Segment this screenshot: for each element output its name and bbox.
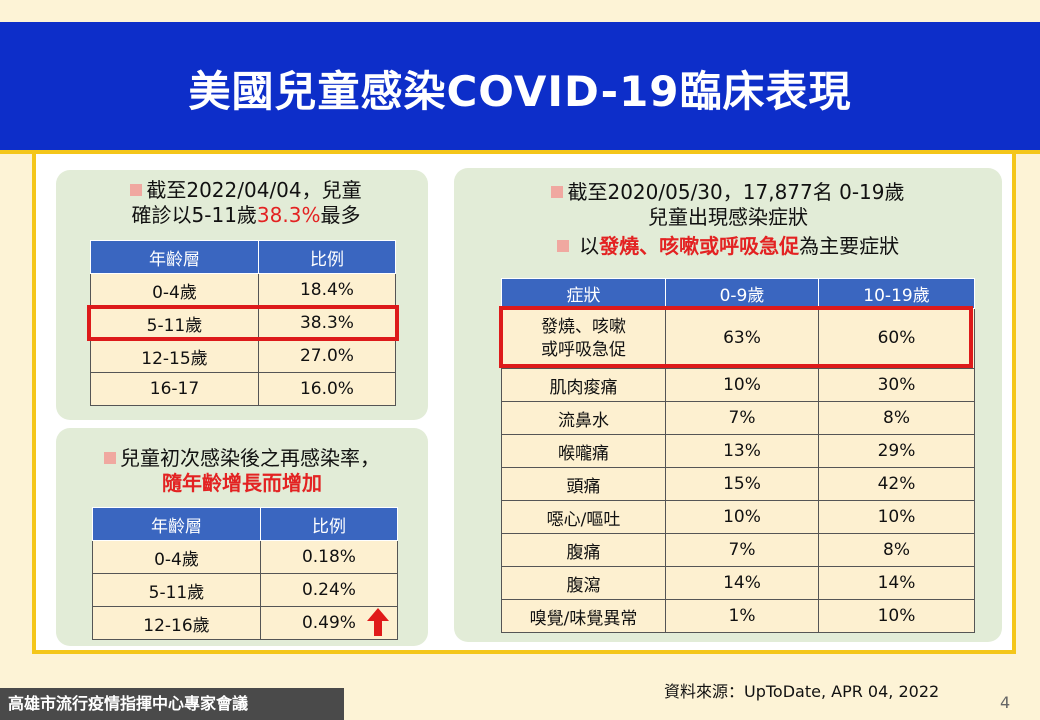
table-cell: 14% <box>665 566 819 600</box>
source-citation: 資料來源：UpToDate, APR 04, 2022 <box>664 682 940 701</box>
table-cell: 30% <box>818 368 975 402</box>
column-header: 0-9歲 <box>665 278 819 309</box>
cell-line: 或呼吸急促 <box>541 339 626 360</box>
column-header: 症狀 <box>501 278 666 309</box>
table-row: 0-4歲 0.18% <box>92 540 399 574</box>
column-header: 比例 <box>257 240 397 274</box>
bullet-icon <box>130 184 143 196</box>
column-header: 比例 <box>259 507 399 541</box>
table-cell: 14% <box>818 566 975 600</box>
table-cell: 10% <box>665 368 819 402</box>
panel3-heading-line3a: 以 <box>579 234 600 258</box>
table-cell: 12-16歲 <box>92 606 261 640</box>
table-cell: 0-4歲 <box>90 273 259 307</box>
table-cell: 頭痛 <box>501 467 666 501</box>
table-cell: 16.0% <box>257 372 397 406</box>
panel2-heading-line1: 兒童初次感染後之再感染率， <box>120 446 380 470</box>
table-header-row: 年齡層 比例 <box>92 507 399 541</box>
table-cell: 13% <box>665 434 819 468</box>
table-cell: 10% <box>818 500 975 534</box>
table-row: 5-11歲 0.24% <box>92 573 399 607</box>
column-header: 年齡層 <box>90 240 259 274</box>
age-distribution-table: 年齡層 比例 0-4歲 18.4% 5-11歲 38.3% 12-15歲 27.0% … <box>90 240 397 406</box>
panel1-heading-highlight: 38.3% <box>256 203 321 227</box>
panel3-heading-line1: 截至2020/05/30，17,877名 0-19歲 <box>567 180 905 204</box>
highlight-box-5-11 <box>87 305 399 341</box>
panel3-heading: 截至2020/05/30，17,877名 0-19歲 兒童出現感染症狀 以發燒、… <box>476 180 980 259</box>
footer-label: 高雄市流行疫情指揮中心專家會議 <box>8 694 249 713</box>
table-row: 發燒、咳嗽 或呼吸急促 63% 60% <box>501 308 975 369</box>
table-header-row: 年齡層 比例 <box>90 240 397 274</box>
table-row: 腹瀉 14% 14% <box>501 566 975 600</box>
table-cell: 16-17 <box>90 372 259 406</box>
table-row: 12-15歲 27.0% <box>90 339 397 373</box>
table-cell: 60% <box>818 308 975 369</box>
table-cell: 0.24% <box>259 573 399 607</box>
table-row: 16-17 16.0% <box>90 372 397 406</box>
table-row: 肌肉痠痛 10% 30% <box>501 368 975 402</box>
table-header-row: 症狀 0-9歲 10-19歲 <box>501 278 975 309</box>
table-cell: 1% <box>665 599 819 633</box>
panel1-heading-line2a: 確診以5-11歲 <box>131 203 257 227</box>
table-cell: 12-15歲 <box>90 339 259 373</box>
table-cell: 嗅覺/味覺異常 <box>501 599 666 633</box>
symptoms-table: 症狀 0-9歲 10-19歲 發燒、咳嗽 或呼吸急促 63% 60% 肌肉痠痛 10… <box>501 278 975 633</box>
table-cell: 8% <box>818 533 975 567</box>
up-arrow-icon <box>367 608 389 636</box>
panel1-heading-line2b: 最多 <box>320 203 361 227</box>
footer-bar: 高雄市流行疫情指揮中心專家會議 <box>0 688 344 720</box>
slide-title: 美國兒童感染COVID-19臨床表現 <box>188 67 852 116</box>
table-cell: 0-4歲 <box>92 540 261 574</box>
reinfection-table: 年齡層 比例 0-4歲 0.18% 5-11歲 0.24% 12-16歲 0.49% <box>92 507 399 640</box>
table-row: 12-16歲 0.49% <box>92 606 399 640</box>
table-cell: 18.4% <box>257 273 397 307</box>
table-row: 頭痛 15% 42% <box>501 467 975 501</box>
table-row: 喉嚨痛 13% 29% <box>501 434 975 468</box>
table-cell: 15% <box>665 467 819 501</box>
table-row: 噁心/嘔吐 10% 10% <box>501 500 975 534</box>
table-cell: 63% <box>665 308 819 369</box>
panel3-heading-line3b: 為主要症狀 <box>799 234 900 258</box>
panel2-heading-line2: 隨年齡增長而增加 <box>162 471 322 495</box>
table-row: 0-4歲 18.4% <box>90 273 397 307</box>
column-header: 10-19歲 <box>818 278 975 309</box>
cell-line: 發燒、咳嗽 <box>541 316 626 337</box>
table-cell: 8% <box>818 401 975 435</box>
bullet-icon <box>556 240 569 252</box>
bullet-icon <box>104 452 116 464</box>
table-row: 腹痛 7% 8% <box>501 533 975 567</box>
table-cell: 肌肉痠痛 <box>501 368 666 402</box>
table-cell: 7% <box>665 533 819 567</box>
panel1-heading-line1: 截至2022/04/04，兒童 <box>146 178 362 202</box>
table-cell: 噁心/嘔吐 <box>501 500 666 534</box>
table-cell: 腹瀉 <box>501 566 666 600</box>
column-header: 年齡層 <box>92 507 261 541</box>
panel3-heading-line3-red: 發燒、咳嗽或呼吸急促 <box>599 234 800 258</box>
page-number: 4 <box>1000 693 1011 712</box>
table-cell: 0.18% <box>259 540 399 574</box>
panel1-heading: 截至2022/04/04，兒童 確診以5-11歲38.3%最多 <box>86 178 406 228</box>
table-cell: 7% <box>665 401 819 435</box>
table-row: 嗅覺/味覺異常 1% 10% <box>501 599 975 633</box>
table-cell: 42% <box>818 467 975 501</box>
table-cell: 29% <box>818 434 975 468</box>
table-cell: 27.0% <box>257 339 397 373</box>
table-cell: 38.3% <box>257 306 397 340</box>
table-cell: 10% <box>665 500 819 534</box>
title-banner: 美國兒童感染COVID-19臨床表現 <box>0 22 1040 154</box>
panel3-heading-line2: 兒童出現感染症狀 <box>648 205 808 229</box>
table-cell: 喉嚨痛 <box>501 434 666 468</box>
table-cell: 腹痛 <box>501 533 666 567</box>
table-row: 流鼻水 7% 8% <box>501 401 975 435</box>
panel2-heading: 兒童初次感染後之再感染率， 隨年齡增長而增加 <box>66 446 418 496</box>
table-cell: 流鼻水 <box>501 401 666 435</box>
table-cell: 5-11歲 <box>92 573 261 607</box>
bullet-icon <box>551 186 564 198</box>
highlight-box-main-symptoms <box>499 306 973 368</box>
table-cell: 10% <box>818 599 975 633</box>
